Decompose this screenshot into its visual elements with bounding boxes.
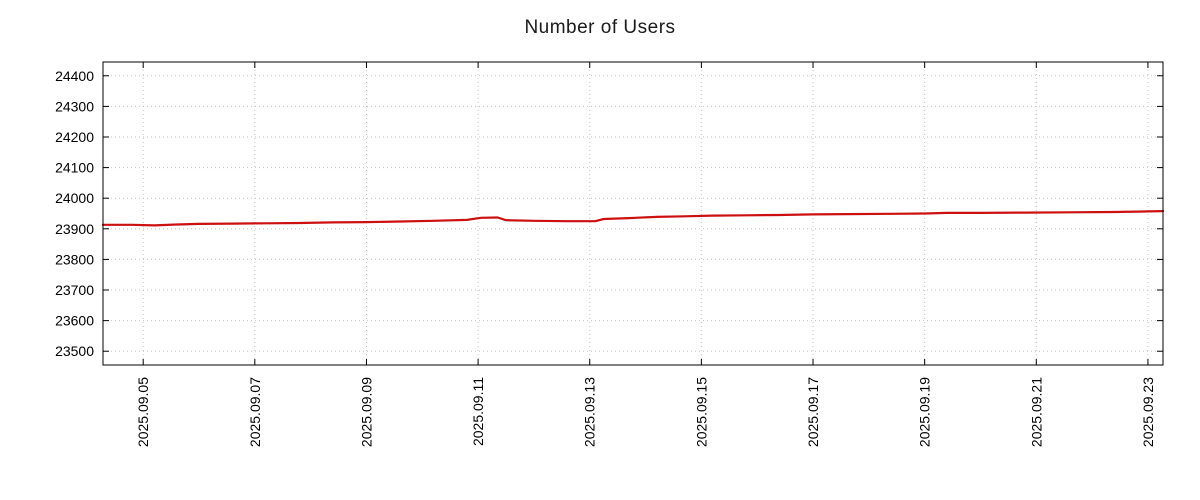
x-tick-label: 2025.09.13 [582, 377, 598, 447]
x-tick-label: 2025.09.05 [135, 377, 151, 447]
y-tick-label: 23600 [55, 313, 94, 329]
x-tick-label: 2025.09.23 [1140, 377, 1156, 447]
y-tick-label: 24400 [55, 68, 94, 84]
y-tick-label: 23700 [55, 282, 94, 298]
x-tick-label: 2025.09.11 [470, 377, 486, 446]
y-tick-label: 24100 [55, 160, 94, 176]
y-tick-label: 23500 [55, 343, 94, 359]
y-tick-label: 24000 [55, 190, 94, 206]
x-tick-label: 2025.09.21 [1028, 377, 1044, 447]
x-tick-label: 2025.09.19 [917, 377, 933, 447]
chart-title: Number of Users [524, 17, 676, 38]
tick-marks [103, 62, 1163, 365]
y-tick-label: 24200 [55, 129, 94, 145]
series-line [101, 210, 1165, 227]
y-axis-labels: 23500 23600 23700 23800 23900 24000 24100 24200… [55, 68, 94, 359]
x-axis-labels: 2025.09.05 2025.09.07 2025.09.09 2025.09.11… [135, 377, 1156, 447]
x-tick-label: 2025.09.15 [693, 377, 709, 447]
x-tick-label: 2025.09.09 [358, 377, 374, 447]
plot-border [102, 61, 1164, 366]
y-tick-label: 23800 [55, 251, 94, 267]
x-tick-label: 2025.09.07 [247, 377, 263, 447]
y-tick-label: 24300 [55, 98, 94, 114]
x-tick-label: 2025.09.17 [805, 377, 821, 447]
grid-lines [103, 62, 1163, 365]
y-tick-label: 23900 [55, 221, 94, 237]
